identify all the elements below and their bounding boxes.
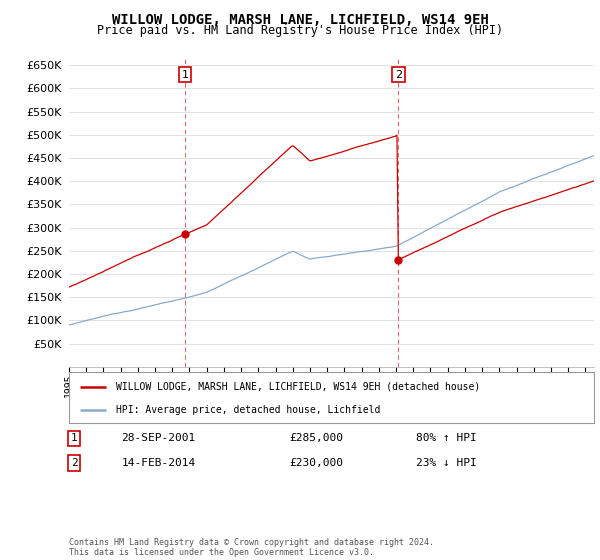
Text: 1: 1 [71,433,77,444]
Text: 1: 1 [182,69,188,80]
Text: 28-SEP-2001: 28-SEP-2001 [121,433,196,444]
Text: 80% ↑ HPI: 80% ↑ HPI [415,433,476,444]
Text: 23% ↓ HPI: 23% ↓ HPI [415,458,476,468]
Text: 2: 2 [395,69,402,80]
Text: £230,000: £230,000 [290,458,343,468]
Text: HPI: Average price, detached house, Lichfield: HPI: Average price, detached house, Lich… [116,405,380,415]
Text: Price paid vs. HM Land Registry's House Price Index (HPI): Price paid vs. HM Land Registry's House … [97,24,503,36]
Text: WILLOW LODGE, MARSH LANE, LICHFIELD, WS14 9EH (detached house): WILLOW LODGE, MARSH LANE, LICHFIELD, WS1… [116,381,481,391]
Text: 14-FEB-2014: 14-FEB-2014 [121,458,196,468]
Text: £285,000: £285,000 [290,433,343,444]
Text: 2: 2 [71,458,77,468]
Text: Contains HM Land Registry data © Crown copyright and database right 2024.
This d: Contains HM Land Registry data © Crown c… [69,538,434,557]
Text: WILLOW LODGE, MARSH LANE, LICHFIELD, WS14 9EH: WILLOW LODGE, MARSH LANE, LICHFIELD, WS1… [112,13,488,27]
